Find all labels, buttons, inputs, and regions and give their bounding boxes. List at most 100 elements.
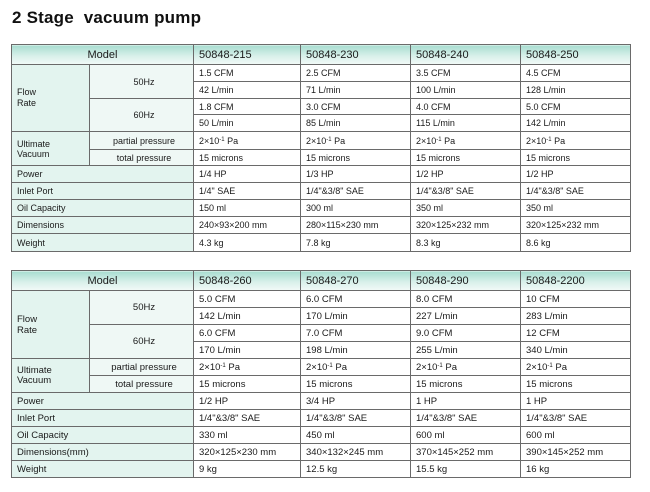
table-cell: 4.5 CFM xyxy=(520,64,631,82)
hz60-label: 60Hz xyxy=(89,324,194,359)
table-row: total pressure 15 microns 15 microns 15 … xyxy=(12,149,631,166)
model-header-label: Model xyxy=(11,270,194,291)
model-column-header: 50848-250 xyxy=(520,44,631,65)
table-cell: 600 ml xyxy=(410,426,521,444)
table-cell: 1/4"&3/8" SAE xyxy=(193,409,301,427)
model-column-header: 50848-270 xyxy=(300,270,411,291)
model-column-header: 50848-290 xyxy=(410,270,521,291)
table-cell: 1.5 CFM xyxy=(193,64,301,82)
table-cell: 100 L/min xyxy=(410,81,521,99)
table-cell: 115 L/min xyxy=(410,114,521,132)
table-cell: 2.5 CFM xyxy=(300,64,411,82)
table-cell: 15 microns xyxy=(410,149,521,166)
table-row: Weight 4.3 kg 7.8 kg 8.3 kg 8.6 kg xyxy=(11,233,631,252)
table-cell: 128 L/min xyxy=(520,81,631,99)
table-cell: 1/4"&3/8" SAE xyxy=(410,182,521,200)
table-row: Dimensions 240×93×200 mm 280×115×230 mm … xyxy=(11,216,631,234)
table-cell: 1/2 HP xyxy=(410,165,521,183)
table-cell: 15 microns xyxy=(300,375,411,393)
table-row: Dimensions(mm) 320×125×230 mm 340×132×24… xyxy=(11,443,631,461)
power-label: Power xyxy=(11,165,194,183)
table-cell: 1/4"&3/8" SAE xyxy=(410,409,521,427)
dimensions-label: Dimensions xyxy=(11,216,194,234)
table-cell: 600 ml xyxy=(520,426,631,444)
table-row: Inlet Port 1/4"&3/8" SAE 1/4"&3/8" SAE 1… xyxy=(11,409,631,427)
table-cell: 170 L/min xyxy=(193,341,301,359)
table-row: 170 L/min 198 L/min 255 L/min 340 L/min xyxy=(12,341,631,359)
table-row: Ultimate Vacuum partial pressure 2×10-1 … xyxy=(11,131,631,166)
table-cell: 370×145×252 mm xyxy=(410,443,521,461)
flow-rate-label: Flow Rate xyxy=(11,290,90,359)
hz50-label: 50Hz xyxy=(89,290,194,325)
table-cell: 340×132×245 mm xyxy=(300,443,411,461)
table-cell: 350 ml xyxy=(410,199,521,217)
table-cell: 283 L/min xyxy=(520,307,631,325)
total-pressure-label: total pressure xyxy=(89,375,194,393)
exponent: -1 xyxy=(436,136,442,143)
table-cell: 8.0 CFM xyxy=(410,290,521,308)
table-cell: 1.8 CFM xyxy=(193,98,301,115)
table-cell: 2×10-1 Pa xyxy=(300,131,411,150)
table-cell: 320×125×232 mm xyxy=(520,216,631,234)
hz50-label: 50Hz xyxy=(89,64,194,99)
exponent: -1 xyxy=(220,362,226,369)
table-cell: 5.0 CFM xyxy=(520,98,631,115)
spec-table-2: Model 50848-260 50848-270 50848-290 5084… xyxy=(11,270,631,478)
table-header-row: Model 50848-260 50848-270 50848-290 5084… xyxy=(11,270,631,291)
table-cell: 12 CFM xyxy=(520,324,631,342)
table-row: 60Hz 1.8 CFM 3.0 CFM 4.0 CFM 5.0 CFM xyxy=(12,98,631,132)
table-cell: 1/4"&3/8" SAE xyxy=(300,409,411,427)
table-cell: 15 microns xyxy=(193,149,301,166)
table-cell: 450 ml xyxy=(300,426,411,444)
table-cell: 2×10-1 Pa xyxy=(193,358,301,376)
spec-table-1: Model 50848-215 50848-230 50848-240 5084… xyxy=(11,44,631,252)
table-cell: 50 L/min xyxy=(193,114,301,132)
exponent: -1 xyxy=(219,136,225,143)
table-cell: 350 ml xyxy=(520,199,631,217)
table-cell: 8.3 kg xyxy=(410,233,521,252)
table-cell: 7.8 kg xyxy=(300,233,411,252)
table-row: Power 1/4 HP 1/3 HP 1/2 HP 1/2 HP xyxy=(11,165,631,183)
table-cell: 142 L/min xyxy=(193,307,301,325)
table-row: 50 L/min 85 L/min 115 L/min 142 L/min xyxy=(12,114,631,132)
model-column-header: 50848-260 xyxy=(193,270,301,291)
exponent: -1 xyxy=(326,136,332,143)
table-cell: 9.0 CFM xyxy=(410,324,521,342)
partial-pressure-label: partial pressure xyxy=(89,131,194,150)
table-cell: 71 L/min xyxy=(300,81,411,99)
hz60-label: 60Hz xyxy=(89,98,194,132)
model-column-header: 50848-215 xyxy=(193,44,301,65)
model-column-header: 50848-230 xyxy=(300,44,411,65)
table-row: Oil Capacity 150 ml 300 ml 350 ml 350 ml xyxy=(11,199,631,217)
oil-capacity-label: Oil Capacity xyxy=(11,199,194,217)
table-cell: 2×10-1 Pa xyxy=(410,358,521,376)
table-cell: 1 HP xyxy=(520,392,631,410)
table-cell: 300 ml xyxy=(300,199,411,217)
table-cell: 4.0 CFM xyxy=(410,98,521,115)
table-cell: 6.0 CFM xyxy=(300,290,411,308)
table-row: Inlet Port 1/4" SAE 1/4"&3/8" SAE 1/4"&3… xyxy=(11,182,631,200)
flow-rate-label: Flow Rate xyxy=(11,64,90,132)
table-cell: 12.5 kg xyxy=(300,460,411,478)
table-cell: 10 CFM xyxy=(520,290,631,308)
table-cell: 42 L/min xyxy=(193,81,301,99)
total-pressure-label: total pressure xyxy=(89,149,194,166)
table-cell: 142 L/min xyxy=(520,114,631,132)
table-cell: 15 microns xyxy=(410,375,521,393)
table-cell: 227 L/min xyxy=(410,307,521,325)
table-header-row: Model 50848-215 50848-230 50848-240 5084… xyxy=(11,44,631,65)
page-title: 2 Stage vacuum pump xyxy=(12,8,202,27)
table-row: Oil Capacity 330 ml 450 ml 600 ml 600 ml xyxy=(11,426,631,444)
table-cell: 3.0 CFM xyxy=(300,98,411,115)
table-cell: 1/4 HP xyxy=(193,165,301,183)
table-cell: 7.0 CFM xyxy=(300,324,411,342)
table-cell: 390×145×252 mm xyxy=(520,443,631,461)
exponent: -1 xyxy=(327,362,333,369)
weight-label: Weight xyxy=(11,233,194,252)
table-cell: 15.5 kg xyxy=(410,460,521,478)
weight-label: Weight xyxy=(11,460,194,478)
table-cell: 2×10-1 Pa xyxy=(193,131,301,150)
table-row: Weight 9 kg 12.5 kg 15.5 kg 16 kg xyxy=(11,460,631,478)
model-header-label: Model xyxy=(11,44,194,65)
table-cell: 1/2 HP xyxy=(193,392,301,410)
